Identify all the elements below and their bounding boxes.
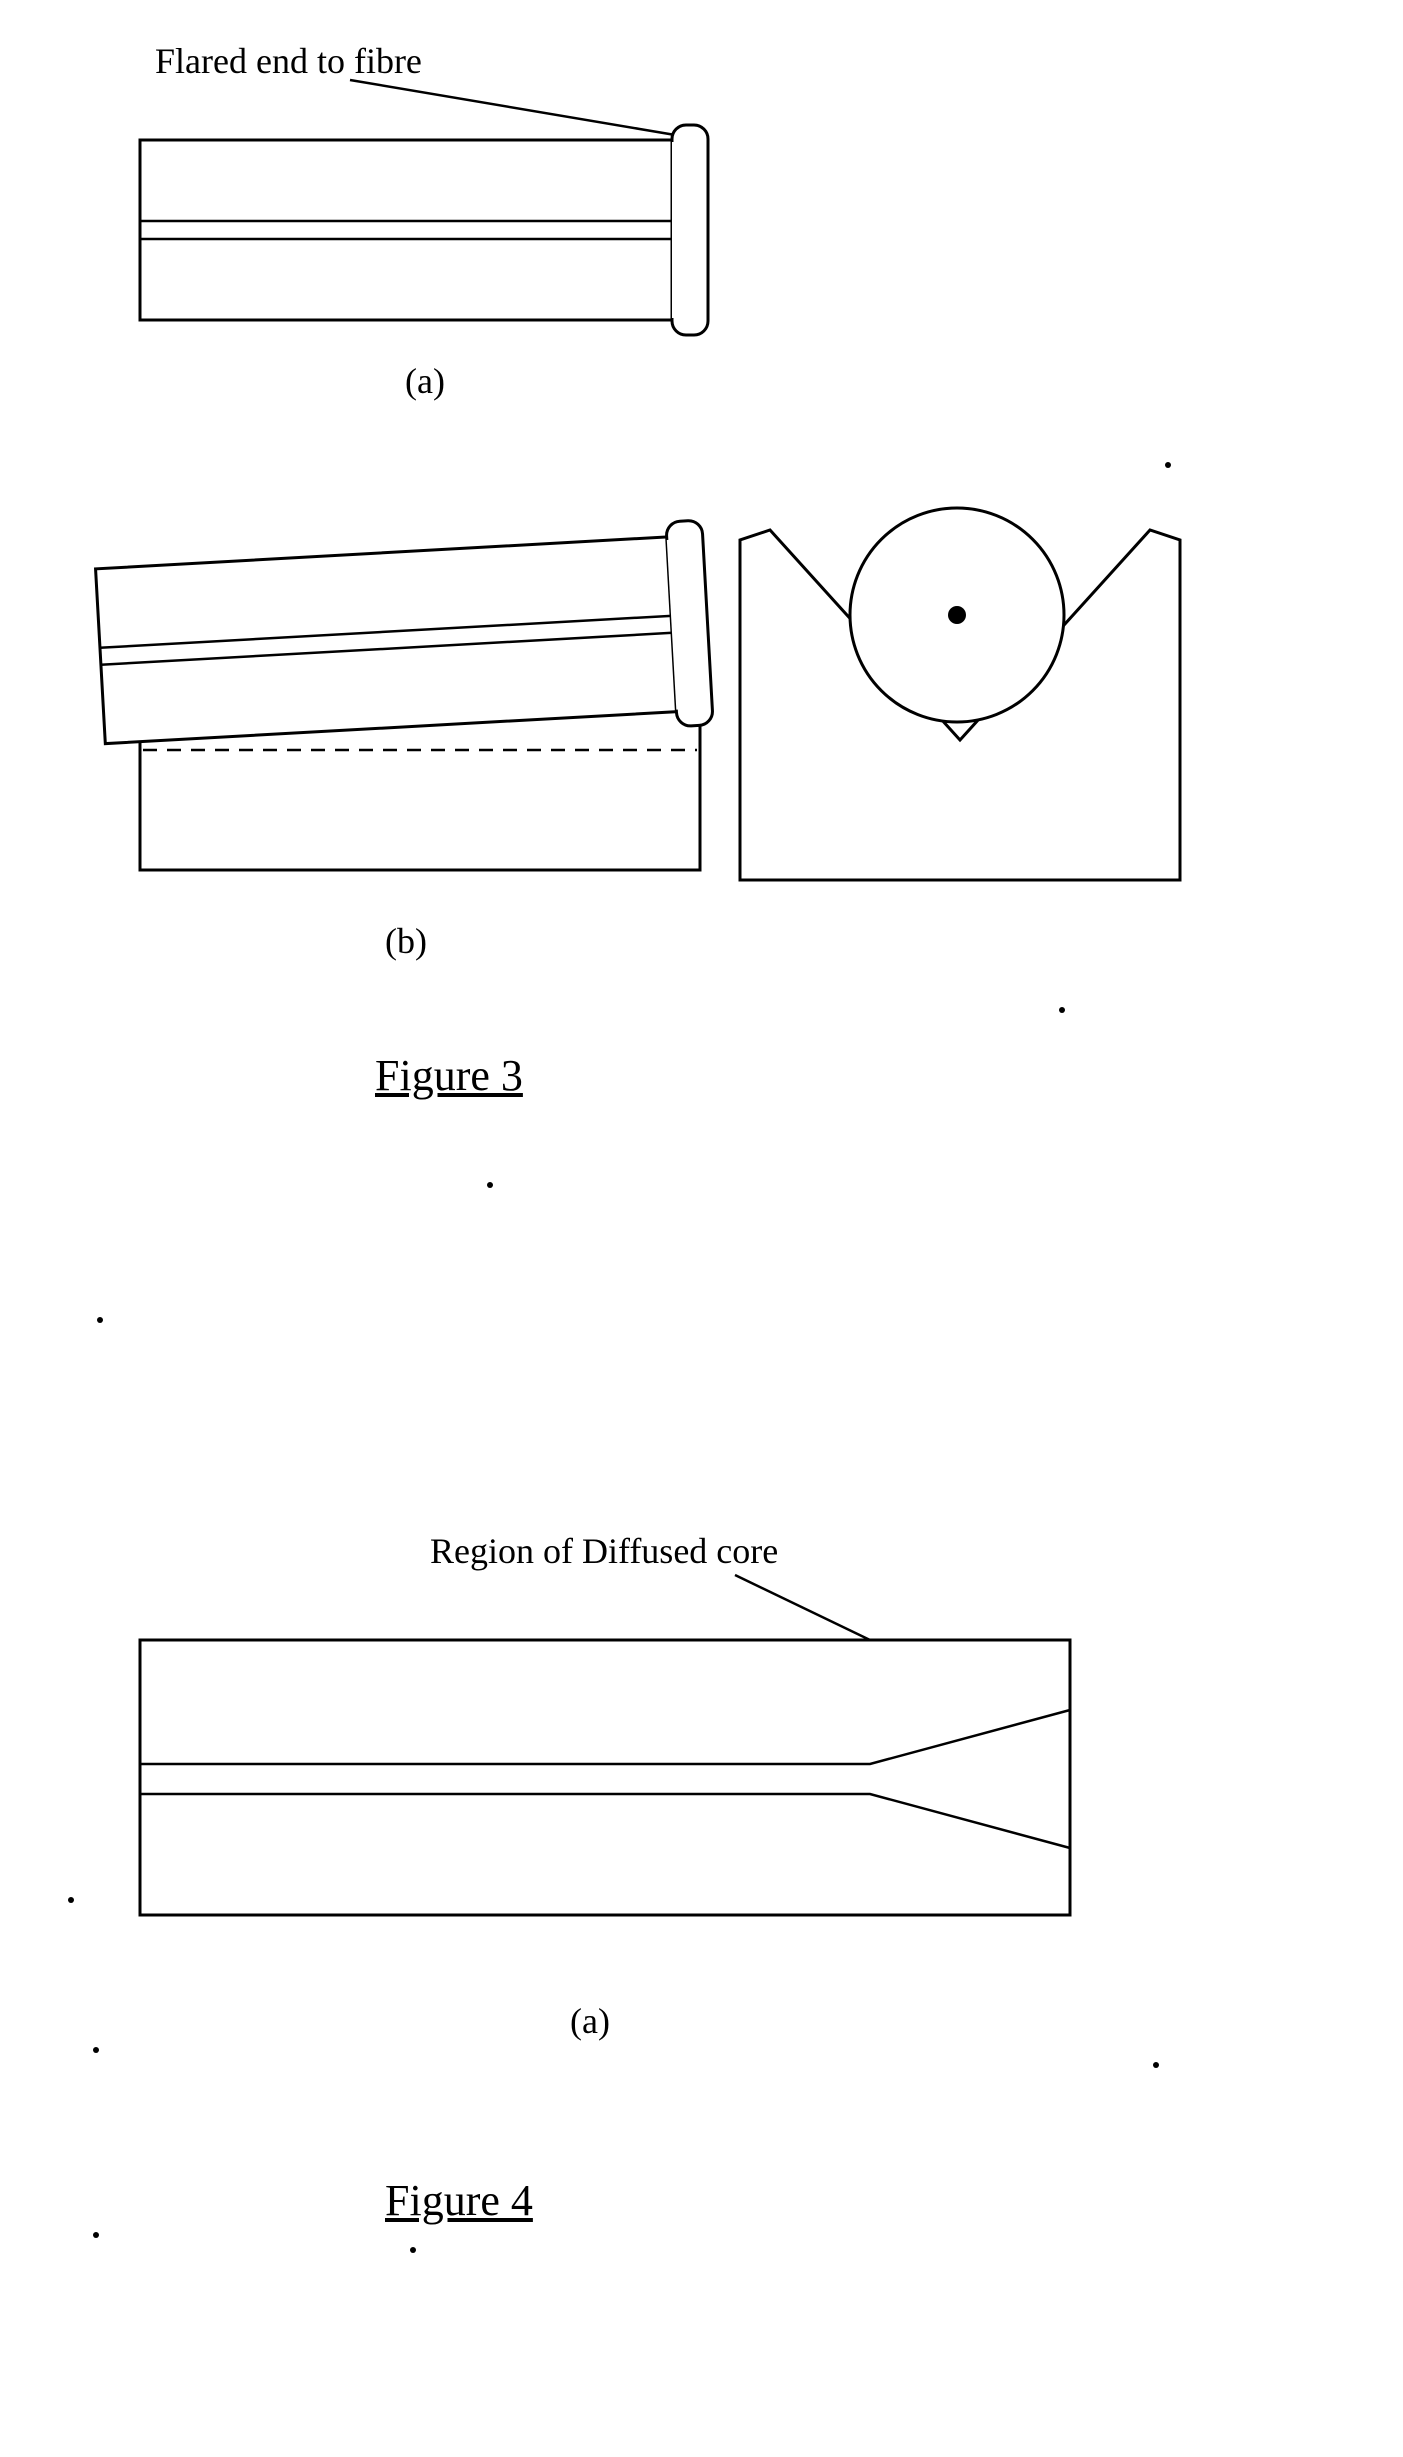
fig4-title: Figure 4 bbox=[385, 2175, 533, 2226]
fig4-part-a-svg bbox=[0, 0, 1403, 2200]
fig4-caption-a: (a) bbox=[570, 2000, 610, 2042]
